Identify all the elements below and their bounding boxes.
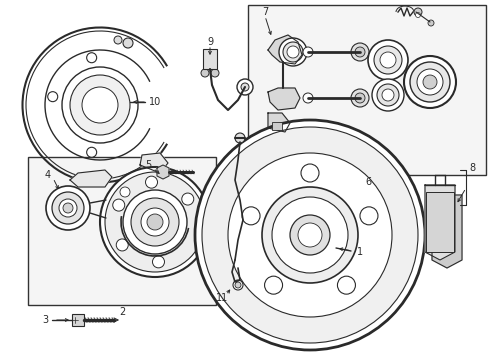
Polygon shape (424, 185, 454, 260)
Circle shape (63, 203, 73, 213)
Circle shape (123, 190, 186, 254)
Circle shape (105, 172, 204, 272)
Circle shape (116, 239, 128, 251)
Circle shape (242, 207, 260, 225)
Circle shape (376, 84, 398, 106)
Circle shape (210, 69, 219, 77)
Circle shape (413, 8, 421, 16)
Circle shape (264, 276, 282, 294)
Circle shape (359, 207, 377, 225)
Circle shape (86, 147, 97, 157)
Circle shape (227, 153, 391, 317)
Bar (247, 5, 485, 175)
Circle shape (131, 198, 179, 246)
Polygon shape (140, 153, 168, 173)
Polygon shape (431, 195, 461, 268)
Circle shape (271, 197, 347, 273)
Circle shape (350, 43, 368, 61)
Text: 9: 9 (206, 37, 213, 47)
Polygon shape (267, 35, 302, 64)
Polygon shape (267, 88, 299, 110)
Circle shape (114, 36, 122, 44)
Text: 6: 6 (364, 177, 370, 187)
Circle shape (337, 276, 355, 294)
Text: 10: 10 (148, 97, 161, 107)
Circle shape (62, 67, 138, 143)
Circle shape (86, 53, 97, 63)
Circle shape (204, 56, 215, 66)
Circle shape (141, 208, 169, 236)
Circle shape (289, 215, 329, 255)
Circle shape (202, 127, 417, 343)
Circle shape (182, 193, 193, 205)
Circle shape (100, 167, 209, 277)
Text: 11: 11 (215, 293, 228, 303)
Circle shape (237, 79, 252, 95)
Circle shape (235, 133, 244, 143)
Text: 7: 7 (262, 7, 267, 17)
Circle shape (286, 46, 298, 58)
Circle shape (113, 199, 124, 211)
Circle shape (415, 13, 420, 18)
Circle shape (354, 93, 364, 103)
Circle shape (283, 42, 303, 62)
Circle shape (297, 223, 321, 247)
Text: 4: 4 (45, 170, 51, 180)
Circle shape (403, 56, 455, 108)
Circle shape (70, 75, 130, 135)
Polygon shape (267, 113, 289, 132)
Circle shape (207, 59, 212, 63)
Circle shape (427, 20, 433, 26)
Text: 3: 3 (42, 315, 48, 325)
Circle shape (354, 47, 364, 57)
Circle shape (262, 187, 357, 283)
Circle shape (241, 83, 248, 91)
Circle shape (416, 69, 442, 95)
Circle shape (235, 282, 241, 288)
Circle shape (195, 120, 424, 350)
Circle shape (59, 199, 77, 217)
Circle shape (46, 186, 90, 230)
Circle shape (201, 69, 208, 77)
Bar (203, 49, 217, 69)
Polygon shape (70, 170, 112, 187)
Polygon shape (157, 165, 169, 179)
Bar (271, 122, 282, 130)
Text: 8: 8 (468, 163, 474, 173)
Circle shape (48, 92, 58, 102)
Circle shape (409, 62, 449, 102)
Circle shape (279, 38, 306, 66)
Circle shape (82, 87, 118, 123)
Circle shape (373, 46, 401, 74)
Circle shape (422, 75, 436, 89)
Circle shape (123, 38, 133, 48)
Circle shape (145, 176, 157, 188)
Circle shape (379, 52, 395, 68)
Circle shape (303, 47, 312, 57)
Circle shape (232, 280, 243, 290)
Circle shape (367, 40, 407, 80)
Circle shape (301, 164, 318, 182)
Circle shape (120, 187, 130, 197)
Bar (28, 157, 216, 305)
Circle shape (147, 214, 163, 230)
Text: 5: 5 (144, 160, 151, 170)
Circle shape (152, 256, 164, 268)
Bar (72, 314, 84, 326)
Bar (425, 192, 453, 252)
Circle shape (303, 93, 312, 103)
Text: 1: 1 (356, 247, 362, 257)
Circle shape (52, 192, 84, 224)
Text: 2: 2 (119, 307, 125, 317)
Circle shape (350, 89, 368, 107)
Circle shape (381, 89, 393, 101)
Circle shape (371, 79, 403, 111)
